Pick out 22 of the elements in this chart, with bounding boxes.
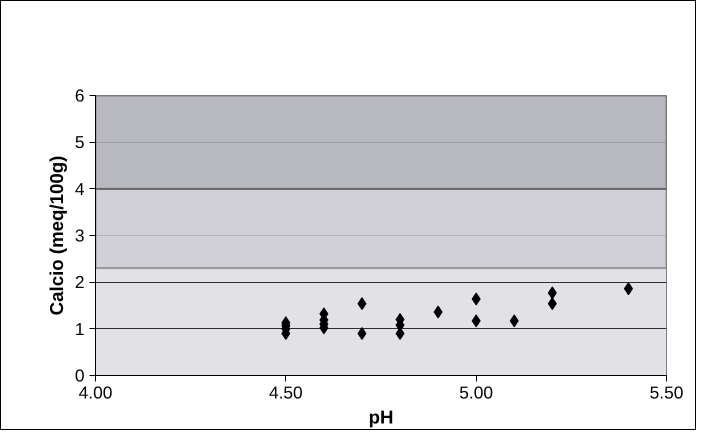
y-axis-title: Calcio (meq/100g)	[46, 156, 67, 316]
point	[472, 292, 481, 306]
point	[624, 282, 633, 296]
point	[472, 314, 481, 328]
point	[548, 286, 557, 300]
point	[510, 314, 519, 328]
x-tick-label: 5.00	[459, 382, 494, 402]
y-tick-label: 3	[74, 226, 85, 246]
x-tick-label: 5.50	[650, 382, 684, 402]
point	[357, 327, 366, 340]
y-tick-label: 6	[74, 86, 85, 106]
point	[357, 297, 366, 310]
x-tick-label: 4.00	[78, 382, 112, 402]
point	[434, 306, 443, 319]
y-tick-label: 5	[74, 132, 85, 152]
y-tick-label: 0	[74, 366, 85, 386]
x-axis-title: pH	[368, 406, 394, 428]
point	[548, 297, 557, 310]
y-tick-label: 2	[74, 272, 85, 292]
y-tick-label: 1	[74, 318, 85, 339]
x-tick-label: 4.50	[268, 382, 303, 402]
y-tick-label: 4	[74, 178, 85, 199]
